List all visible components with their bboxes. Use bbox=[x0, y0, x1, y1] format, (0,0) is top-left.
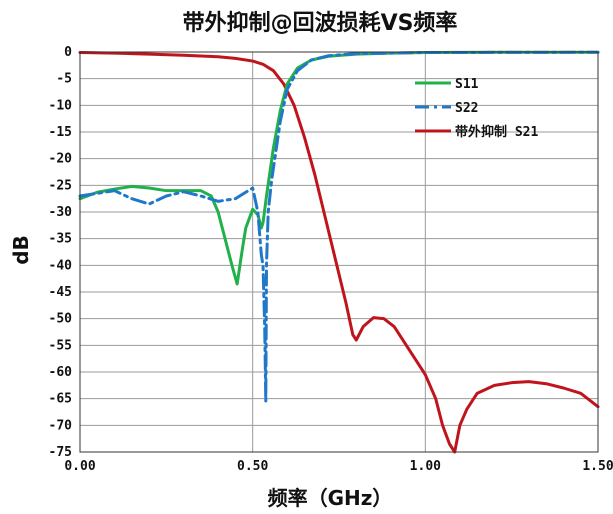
chart-title: 带外抑制@回波损耗VS频率 bbox=[183, 10, 458, 36]
legend-label-1: S22 bbox=[455, 101, 478, 116]
y-axis-label: dB bbox=[9, 235, 33, 265]
y-tick-label: -55 bbox=[49, 338, 72, 353]
y-tick-label: -60 bbox=[49, 365, 73, 380]
y-tick-label: -70 bbox=[49, 418, 73, 433]
grid-lines bbox=[79, 51, 599, 453]
y-tick-label: -5 bbox=[56, 72, 72, 87]
plot-area-frame bbox=[79, 51, 599, 453]
x-tick-labels: 0.00 0.50 1.00 1.50 bbox=[64, 459, 613, 474]
y-tick-label: -40 bbox=[49, 258, 73, 273]
y-tick-label: -35 bbox=[49, 232, 72, 247]
y-tick-label: -15 bbox=[49, 125, 72, 140]
series-line-0 bbox=[78, 50, 600, 286]
y-tick-label: -25 bbox=[49, 178, 72, 193]
legend: S11 S22 带外抑制 S21 bbox=[415, 77, 538, 140]
series-layer bbox=[78, 50, 600, 454]
x-axis-label: 频率（GHz） bbox=[268, 486, 393, 510]
y-tick-label: -20 bbox=[49, 152, 73, 167]
series-line-1 bbox=[78, 50, 600, 403]
x-tick-label: 0.50 bbox=[237, 459, 268, 474]
x-tick-label: 1.00 bbox=[410, 459, 441, 474]
legend-label-0: S11 bbox=[455, 77, 479, 92]
y-tick-label: -50 bbox=[49, 312, 73, 327]
y-tick-label: -10 bbox=[49, 98, 73, 113]
y-tick-label: 0 bbox=[64, 45, 72, 60]
series-line-2 bbox=[78, 51, 600, 454]
y-tick-labels: 0 -5 -10 -15 -20 -25 -30 -35 -40 -45 -50 -55 -60 -65 -… bbox=[49, 45, 73, 460]
x-tick-label: 0.00 bbox=[64, 459, 95, 474]
y-tick-label: -75 bbox=[49, 445, 72, 460]
y-tick-label: -65 bbox=[49, 392, 72, 407]
legend-label-2: 带外抑制 S21 bbox=[455, 124, 538, 140]
y-tick-label: -30 bbox=[49, 205, 73, 220]
y-tick-label: -45 bbox=[49, 285, 72, 300]
x-tick-label: 1.50 bbox=[582, 459, 613, 474]
